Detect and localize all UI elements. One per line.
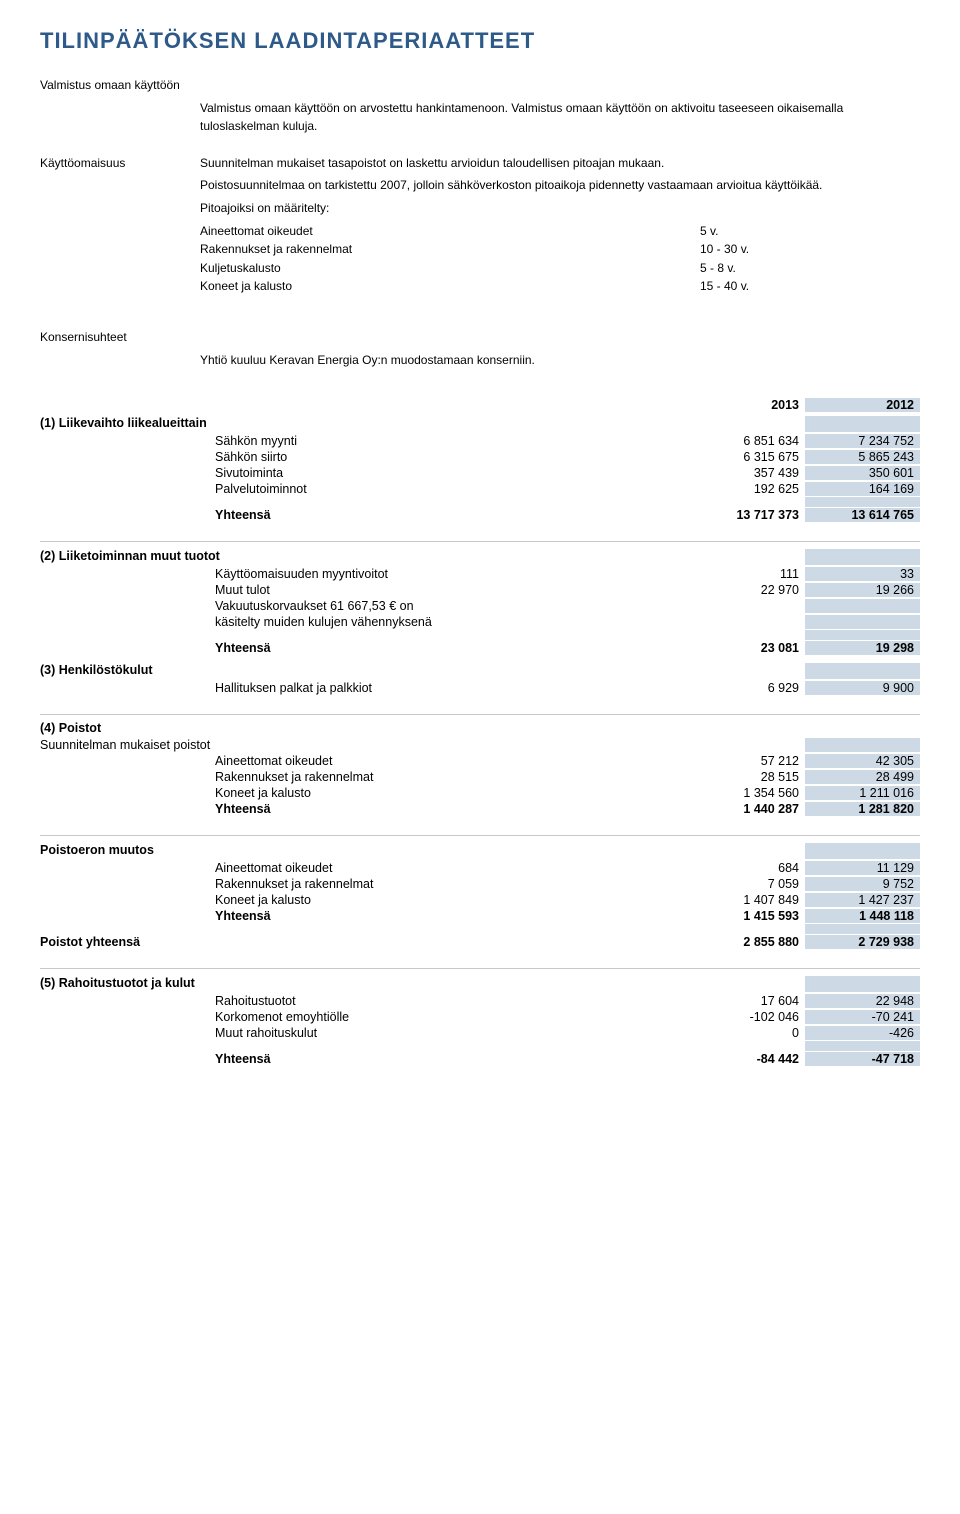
section-4-title: (4) Poistot [40,721,920,735]
cell-2012: 7 234 752 [805,434,920,448]
cell-2012: -70 241 [805,1010,920,1024]
cell-2012: 28 499 [805,770,920,784]
section-4-subtitle: Suunnitelman mukaiset poistot [40,738,250,752]
table-row: Aineettomat oikeudet [215,754,684,768]
cell-2012: 33 [805,567,920,581]
page-title: TILINPÄÄTÖKSEN LAADINTAPERIAATTEET [40,28,920,54]
cell-2013: 0 [684,1026,799,1040]
cell-2013: 7 059 [684,877,799,891]
kaytto-text-2: Poistosuunnitelmaa on tarkistettu 2007, … [200,176,920,195]
year-header: 2013 2012 [40,395,920,415]
table-row: Rakennukset ja rakennelmat [215,770,684,784]
pito-row-label: Koneet ja kalusto [200,277,700,296]
cell-2012: 22 948 [805,994,920,1008]
valmistus-text: Valmistus omaan käyttöön on arvostettu h… [200,99,920,136]
cell-2012: -426 [805,1026,920,1040]
table-row: Vakuutuskorvaukset 61 667,53 € on [215,599,684,613]
cell-2013: 1 354 560 [684,786,799,800]
total-label: Yhteensä [215,1052,684,1066]
cell-2012: 350 601 [805,466,920,480]
total-label: Yhteensä [215,802,684,816]
cell-2013: 1 440 287 [684,802,799,816]
table-row: Sivutoiminta [215,466,684,480]
year-2013: 2013 [684,398,799,412]
pito-row-value: 10 - 30 v. [700,240,820,259]
table-row: Käyttöomaisuuden myyntivoitot [215,567,684,581]
pito-row-value: 5 v. [700,222,820,241]
cell-2013: 1 415 593 [684,909,799,923]
financial-tables: 2013 2012 (1) Liikevaihto liikealueittai… [40,395,920,1067]
cell-2012: 9 900 [805,681,920,695]
cell-2013: 17 604 [684,994,799,1008]
pito-row-label: Kuljetuskalusto [200,259,700,278]
table-row: käsitelty muiden kulujen vähennyksenä [215,615,684,629]
table-row: Aineettomat oikeudet [215,861,684,875]
pito-row-label: Aineettomat oikeudet [200,222,700,241]
cell-2013: 684 [684,861,799,875]
cell-2013: -84 442 [684,1052,799,1066]
cell-2012: 1 448 118 [805,909,920,923]
cell-2012: 42 305 [805,754,920,768]
table-row: Muut rahoituskulut [215,1026,684,1040]
cell-2012: -47 718 [805,1052,920,1066]
cell-2012: 1 211 016 [805,786,920,800]
table-row: Muut tulot [215,583,684,597]
kaytto-label: Käyttöomaisuus [40,154,200,173]
konserni-label: Konsernisuhteet [40,328,200,347]
cell-2013: 23 081 [684,641,799,655]
cell-2013: -102 046 [684,1010,799,1024]
section-4b-title: Poistoeron muutos [40,843,215,857]
section-2-title: (2) Liiketoiminnan muut tuotot [40,549,250,563]
cell-2012: 5 865 243 [805,450,920,464]
cell-2012: 13 614 765 [805,508,920,522]
cell-2012: 164 169 [805,482,920,496]
total-label: Yhteensä [215,641,684,655]
cell-2013: 111 [684,567,799,581]
cell-2013: 13 717 373 [684,508,799,522]
cell-2013: 6 929 [684,681,799,695]
section-5-title: (5) Rahoitustuotot ja kulut [40,976,250,990]
table-row: Palvelutoiminnot [215,482,684,496]
pito-row-label: Rakennukset ja rakennelmat [200,240,700,259]
cell-2013: 192 625 [684,482,799,496]
cell-2013: 1 407 849 [684,893,799,907]
table-row: Sähkön myynti [215,434,684,448]
total-label: Yhteensä [215,508,684,522]
section-3-title: (3) Henkilöstökulut [40,663,215,677]
table-row: Sähkön siirto [215,450,684,464]
table-row: Koneet ja kalusto [215,786,684,800]
total-label: Yhteensä [215,909,684,923]
cell-2013: 57 212 [684,754,799,768]
table-row: Hallituksen palkat ja palkkiot [215,681,684,695]
cell-2013: 28 515 [684,770,799,784]
kaytto-text-1: Suunnitelman mukaiset tasapoistot on las… [200,154,920,173]
cell-2013: 22 970 [684,583,799,597]
valmistus-label: Valmistus omaan käyttöön [40,76,200,95]
cell-2012: 19 266 [805,583,920,597]
table-row: Koneet ja kalusto [215,893,684,907]
pito-row-value: 15 - 40 v. [700,277,820,296]
year-2012: 2012 [805,398,920,412]
cell-2012: 11 129 [805,861,920,875]
table-row: Rakennukset ja rakennelmat [215,877,684,891]
section-1-title: (1) Liikevaihto liikealueittain [40,416,215,430]
kaytto-text-3: Pitoajoiksi on määritelty: [200,199,920,218]
cell-2013: 357 439 [684,466,799,480]
cell-2013: 6 851 634 [684,434,799,448]
cell-2012: 2 729 938 [805,935,920,949]
cell-2012: 1 281 820 [805,802,920,816]
principles-block: Valmistus omaan käyttöön Valmistus omaan… [40,76,920,369]
cell-2013: 6 315 675 [684,450,799,464]
pito-row-value: 5 - 8 v. [700,259,820,278]
grand-total-label: Poistot yhteensä [40,935,215,949]
cell-2013: 2 855 880 [684,935,799,949]
cell-2012: 19 298 [805,641,920,655]
table-row: Rahoitustuotot [215,994,684,1008]
table-row: Korkomenot emoyhtiölle [215,1010,684,1024]
cell-2012: 9 752 [805,877,920,891]
konserni-text: Yhtiö kuuluu Keravan Energia Oy:n muodos… [200,351,920,370]
cell-2012: 1 427 237 [805,893,920,907]
